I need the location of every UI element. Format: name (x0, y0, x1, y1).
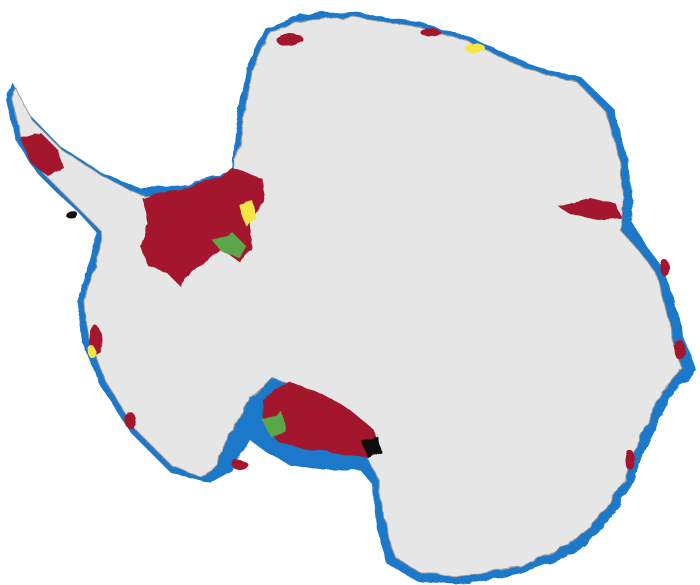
red-patch (625, 450, 635, 470)
black-patch (66, 211, 78, 219)
coastal-patches (66, 28, 685, 470)
red-patch (124, 412, 136, 428)
yellow-patch (88, 346, 96, 358)
red-patch (660, 260, 670, 276)
red-region-peninsula (20, 132, 64, 176)
black-region-ross (362, 436, 382, 458)
red-region-amery (558, 198, 622, 220)
red-patch (232, 460, 248, 470)
red-patch (276, 34, 304, 46)
red-patch (675, 340, 685, 360)
red-region-weddell (140, 168, 264, 286)
red-patch (420, 28, 440, 36)
green-region-weddell (212, 232, 246, 258)
yellow-region-weddell (240, 200, 256, 226)
green-region-ross (262, 412, 286, 436)
ice-sheet (11, 16, 683, 577)
red-region-ross (262, 382, 380, 458)
yellow-patch (465, 43, 485, 53)
